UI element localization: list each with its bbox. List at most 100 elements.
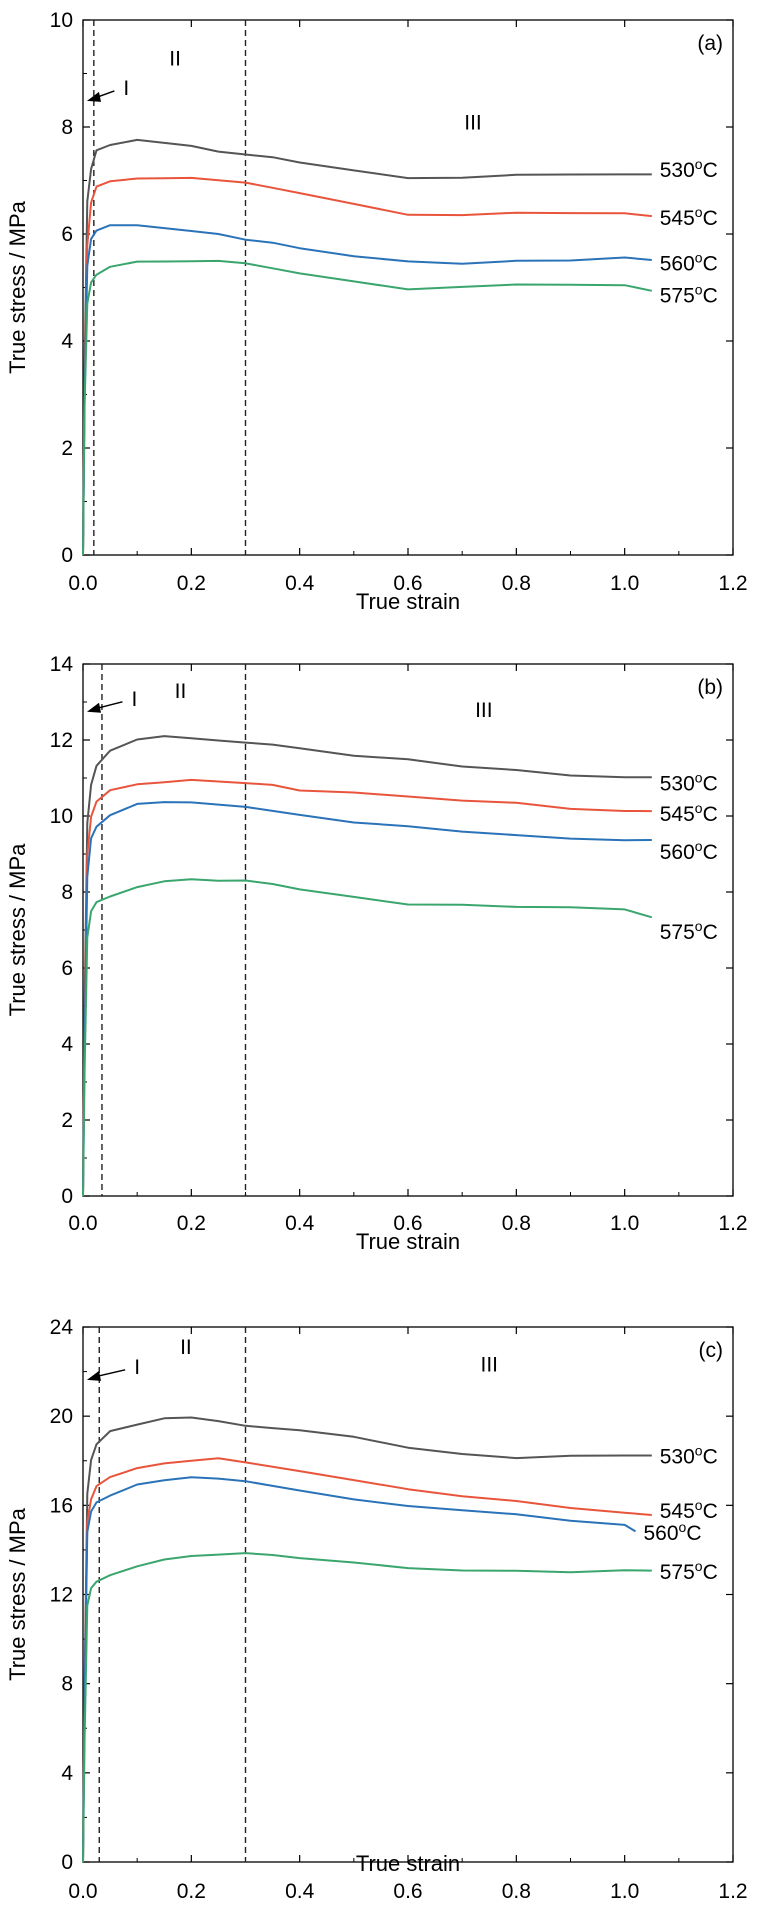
panel-label: (b) <box>697 676 723 699</box>
series-label-temp: 560 <box>660 252 695 275</box>
series-label-unit: C <box>703 921 718 944</box>
x-tick-label: 1.0 <box>610 1880 639 1903</box>
x-tick-label: 0.0 <box>68 572 97 595</box>
series-label-temp: 530 <box>660 159 695 182</box>
y-tick-label: 4 <box>61 330 73 353</box>
y-axis-title: True stress / MPa <box>5 843 30 1017</box>
series-label: 530oC <box>660 1442 718 1468</box>
degree-symbol: o <box>695 1442 703 1458</box>
series-label-temp: 545 <box>660 207 695 230</box>
x-tick-label: 0.2 <box>177 1212 206 1235</box>
plot-frame <box>82 663 734 1197</box>
series-line-560C <box>82 224 652 556</box>
series-label-temp: 545 <box>660 1500 695 1523</box>
series-label-temp: 530 <box>660 773 695 796</box>
degree-symbol: o <box>695 156 703 172</box>
series-line-575C <box>82 259 653 556</box>
y-tick-label: 0 <box>61 544 73 567</box>
series-label-unit: C <box>686 1522 701 1545</box>
y-tick-label: 16 <box>50 1494 73 1517</box>
series-label: 545oC <box>660 800 718 826</box>
series-label: 560oC <box>644 1519 702 1545</box>
series-label: 575oC <box>660 918 718 944</box>
x-tick-label: 1.2 <box>718 572 747 595</box>
series-label: 530oC <box>660 770 718 796</box>
series-label-temp: 560 <box>660 841 695 864</box>
series-label-temp: 530 <box>660 1445 695 1468</box>
region-label: I <box>134 1356 140 1379</box>
series-label-unit: C <box>703 252 718 275</box>
series-label-unit: C <box>703 1445 718 1468</box>
y-tick-label: 24 <box>50 1316 74 1339</box>
degree-symbol: o <box>695 838 703 854</box>
series-label-temp: 575 <box>660 285 695 308</box>
degree-symbol: o <box>695 249 703 265</box>
series-line-530C <box>82 735 652 1197</box>
x-tick-label: 0.6 <box>393 1880 422 1903</box>
x-tick-label: 1.0 <box>610 1212 639 1235</box>
x-tick-label: 0.8 <box>502 1212 531 1235</box>
y-tick-label: 12 <box>50 1584 73 1607</box>
y-axis-title: True stress / MPa <box>5 1507 30 1681</box>
x-axis-title: True strain <box>356 589 460 614</box>
x-tick-label: 1.2 <box>718 1212 747 1235</box>
region-label: I <box>123 77 129 100</box>
y-tick-label: 8 <box>61 881 73 904</box>
chart-panel-2: 0.0 0.2 0.4 0.6 0.8 1.0 1.2 0 2 4 6 8 10 12 14 True str… <box>5 653 748 1254</box>
panel-label: (c) <box>699 1339 724 1362</box>
y-axis-title: True stress / MPa <box>5 200 30 374</box>
degree-symbol: o <box>695 1558 703 1574</box>
y-tick-label: 10 <box>50 805 73 828</box>
y-tick-label: 12 <box>50 729 73 752</box>
series-label-unit: C <box>703 773 718 796</box>
series-line-545C <box>82 176 652 556</box>
y-tick-label: 0 <box>61 1185 73 1208</box>
series-label-temp: 545 <box>660 803 695 826</box>
series-label-unit: C <box>703 841 718 864</box>
series-line-575C <box>82 1552 652 1863</box>
series-label: 530oC <box>660 156 718 182</box>
x-tick-label: 1.2 <box>718 1880 747 1903</box>
x-axis-title: True strain <box>356 1851 460 1876</box>
y-tick-label: 20 <box>50 1405 73 1428</box>
y-tick-label: 10 <box>50 9 73 32</box>
x-tick-label: 0.0 <box>68 1880 97 1903</box>
degree-symbol: o <box>695 800 703 816</box>
region-arrow-line <box>94 1369 126 1378</box>
region-label: II <box>180 1336 192 1359</box>
series-label-temp: 575 <box>660 921 695 944</box>
x-tick-label: 0.8 <box>502 1880 531 1903</box>
plot-frame <box>82 1326 734 1863</box>
series-label-unit: C <box>703 159 718 182</box>
x-tick-label: 0.0 <box>68 1212 97 1235</box>
series-label-temp: 575 <box>660 1561 695 1584</box>
x-tick-label: 0.4 <box>285 572 315 595</box>
y-tick-label: 2 <box>61 1109 73 1132</box>
x-tick-label: 0.4 <box>285 1880 315 1903</box>
y-tick-label: 0 <box>61 1851 73 1874</box>
region-label: III <box>475 699 493 722</box>
series-label: 545oC <box>660 204 718 230</box>
series-line-545C <box>82 778 652 1197</box>
region-arrow-head <box>87 1370 101 1381</box>
series-line-560C <box>82 1476 637 1863</box>
series-label: 575oC <box>660 282 718 308</box>
region-arrow-head <box>87 91 101 102</box>
y-tick-label: 2 <box>61 437 73 460</box>
degree-symbol: o <box>679 1519 687 1535</box>
y-tick-label: 4 <box>61 1033 73 1056</box>
series-label-unit: C <box>703 803 718 826</box>
panel-label: (a) <box>697 32 723 55</box>
series-label-unit: C <box>703 1500 718 1523</box>
series-line-575C <box>82 878 653 1197</box>
y-tick-label: 8 <box>61 116 73 139</box>
degree-symbol: o <box>695 770 703 786</box>
series-line-530C <box>82 1416 652 1863</box>
x-axis-title: True strain <box>356 1229 460 1254</box>
x-tick-label: 0.6 <box>393 572 422 595</box>
region-label: III <box>464 112 482 135</box>
series-label-temp: 560 <box>644 1522 679 1545</box>
chart-panel-3: 0.0 0.2 0.4 0.6 0.8 1.0 1.2 0 4 8 12 16 20 24 True str… <box>5 1316 748 1903</box>
series-label: 575oC <box>660 1558 718 1584</box>
